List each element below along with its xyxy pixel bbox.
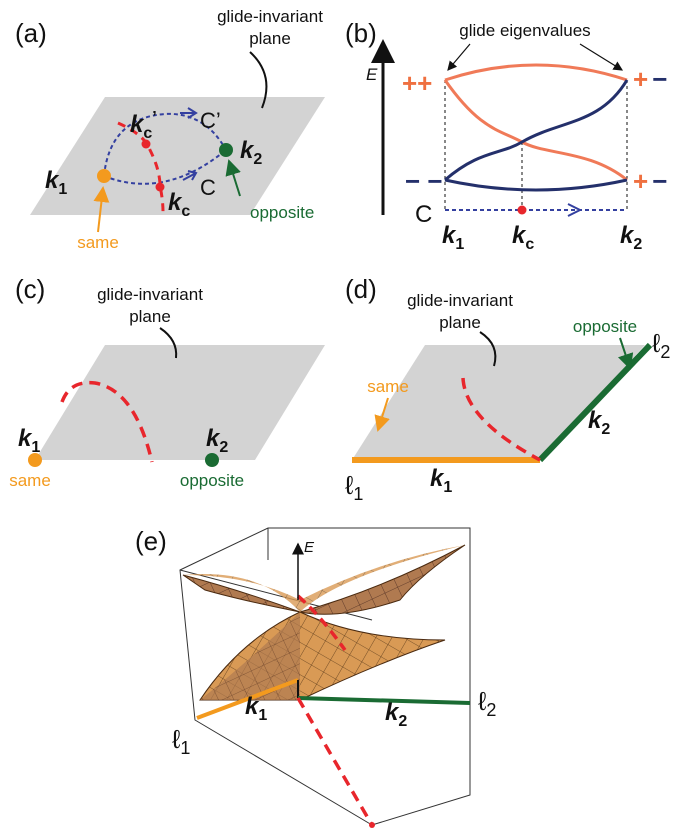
sub: c xyxy=(181,203,190,220)
plane-label: plane xyxy=(439,313,481,332)
band xyxy=(445,65,627,80)
panel-label: (c) xyxy=(15,274,45,304)
l2-line xyxy=(298,698,470,703)
sub: 1 xyxy=(58,181,67,198)
k1-label: k1 xyxy=(430,465,452,496)
arrow xyxy=(448,44,470,70)
sub: 1 xyxy=(353,484,363,504)
sub: 2 xyxy=(486,700,496,720)
opposite-label: opposite xyxy=(250,203,314,222)
plane-label: glide-invariant xyxy=(407,291,513,310)
kc-point xyxy=(156,183,165,192)
sub: 1 xyxy=(455,236,464,253)
k1-label: k1 xyxy=(18,425,40,456)
panel-label: (a) xyxy=(15,18,47,48)
k2-point xyxy=(219,143,233,157)
panel-label: (b) xyxy=(345,18,377,48)
kc-point xyxy=(518,206,527,215)
opposite-label: opposite xyxy=(180,471,244,490)
k2-label: k2 xyxy=(588,407,610,438)
prime: ’ xyxy=(152,109,156,126)
minus: − xyxy=(652,64,667,94)
kc-point xyxy=(369,822,375,828)
k2-point xyxy=(205,453,219,467)
l2-label: ℓ2 xyxy=(478,686,496,720)
k2-label: k2 xyxy=(385,699,407,730)
eigen-title: glide eigenvalues xyxy=(459,21,590,40)
kc-label: kc xyxy=(512,222,534,253)
k1-point xyxy=(97,169,111,183)
same-label: same xyxy=(367,377,409,396)
energy-label: E xyxy=(304,539,315,556)
plane-label: plane xyxy=(249,29,291,48)
eigenvalue-label: ++ xyxy=(402,68,432,98)
c-label: C xyxy=(200,175,216,200)
l2-label: ℓ2 xyxy=(652,328,670,362)
panel-d: (d) glide-invariant plane opposite same … xyxy=(345,274,670,504)
plane xyxy=(35,345,325,460)
l1-label: ℓ1 xyxy=(345,470,363,504)
sub: 2 xyxy=(633,236,642,253)
band xyxy=(445,80,627,180)
path-label: C xyxy=(415,201,432,228)
sub: 2 xyxy=(660,342,670,362)
sub: 1 xyxy=(443,479,452,496)
sub: 2 xyxy=(253,151,262,168)
plane-label: glide-invariant xyxy=(217,7,323,26)
plane xyxy=(352,345,645,460)
upper-surface-top xyxy=(183,545,465,612)
panel-c: (c) glide-invariant plane k1 k2 same opp… xyxy=(9,274,325,490)
panel-a: (a) glide-invariant plane kc’ C’ k2 k1 C… xyxy=(15,7,325,252)
c-prime-label: C’ xyxy=(200,108,221,133)
panel-e: (e) E k1 k2 ℓ2 ℓ1 xyxy=(135,526,496,828)
sub: c xyxy=(143,125,152,142)
same-label: same xyxy=(77,233,119,252)
l1-label: ℓ1 xyxy=(172,724,190,758)
panel-label: (e) xyxy=(135,526,167,556)
sub: 1 xyxy=(180,738,190,758)
figure: (a) glide-invariant plane kc ’ C’ k2 k1 C… xyxy=(0,0,688,830)
eigenvalue-label: − − xyxy=(405,166,443,196)
panel-label: (d) xyxy=(345,274,377,304)
plane-label: plane xyxy=(129,307,171,326)
same-label: same xyxy=(9,471,51,490)
sub: 2 xyxy=(398,713,407,730)
kc-line xyxy=(298,698,372,825)
arrow xyxy=(580,44,622,70)
eigenvalue-label: +− xyxy=(633,166,667,196)
band xyxy=(445,180,627,190)
sub: 2 xyxy=(219,439,228,456)
plus: + xyxy=(633,166,648,196)
energy-label: E xyxy=(366,65,378,84)
sub: 2 xyxy=(601,421,610,438)
plane-label: glide-invariant xyxy=(97,285,203,304)
sub: c xyxy=(525,236,534,253)
opposite-label: opposite xyxy=(573,317,637,336)
plus: + xyxy=(633,64,648,94)
eigenvalue-label: +− xyxy=(633,64,667,94)
sub: 1 xyxy=(31,439,40,456)
minus: − xyxy=(652,166,667,196)
panel-b: (b) E glide eigenvalues ++ +− − − +− C k… xyxy=(345,18,667,253)
k1-label: k1 xyxy=(442,222,464,253)
sub: 1 xyxy=(258,707,267,724)
k2-label: k2 xyxy=(620,222,642,253)
